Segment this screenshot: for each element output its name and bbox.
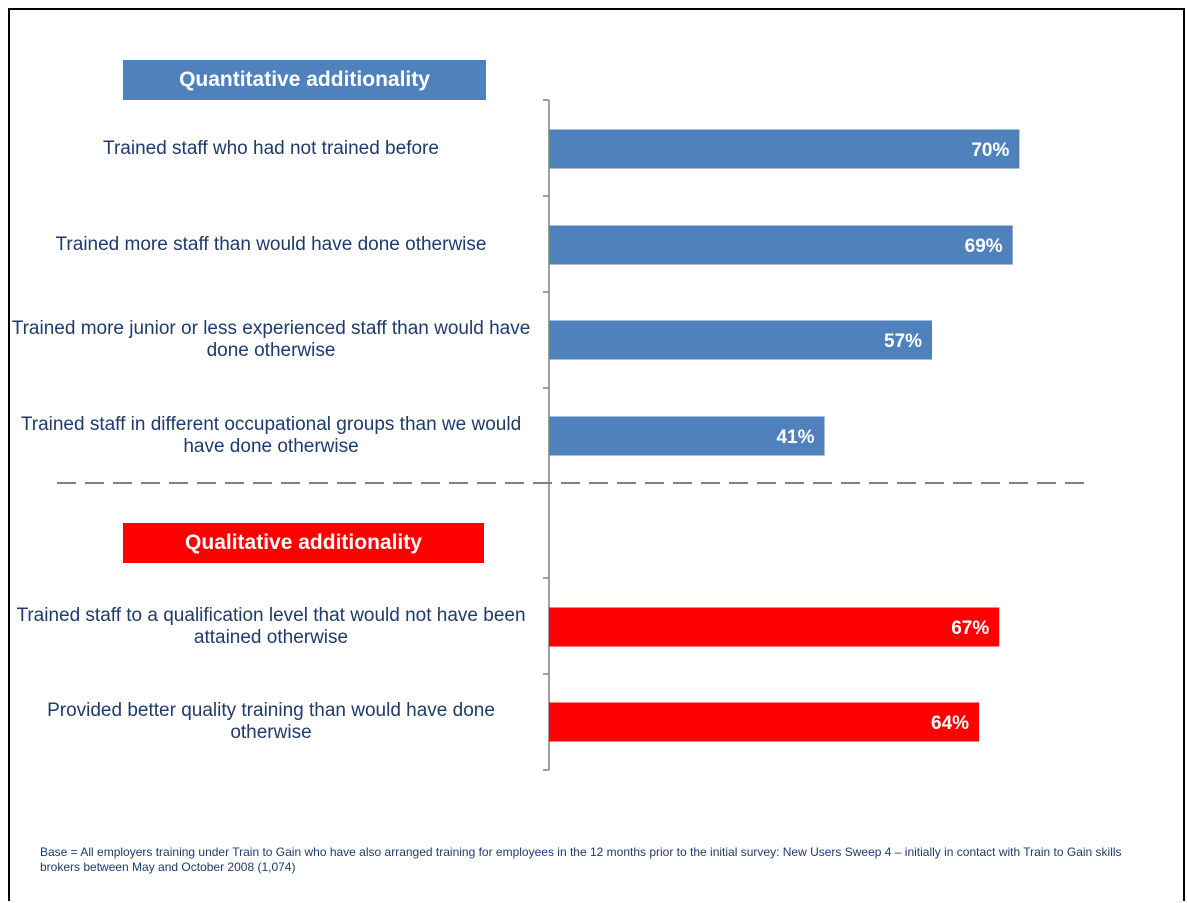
bar bbox=[549, 321, 932, 360]
bar bbox=[549, 608, 999, 647]
bar-value-label: 67% bbox=[951, 618, 989, 639]
bar bbox=[549, 703, 979, 742]
bar bbox=[549, 130, 1019, 169]
footnote: Base = All employers training under Trai… bbox=[40, 845, 1160, 875]
bar-value-label: 41% bbox=[776, 427, 814, 448]
bar-value-label: 57% bbox=[884, 331, 922, 352]
bar-value-label: 69% bbox=[965, 236, 1003, 257]
bar-value-label: 64% bbox=[931, 713, 969, 734]
bar-value-label: 70% bbox=[971, 140, 1009, 161]
bar bbox=[549, 226, 1013, 265]
